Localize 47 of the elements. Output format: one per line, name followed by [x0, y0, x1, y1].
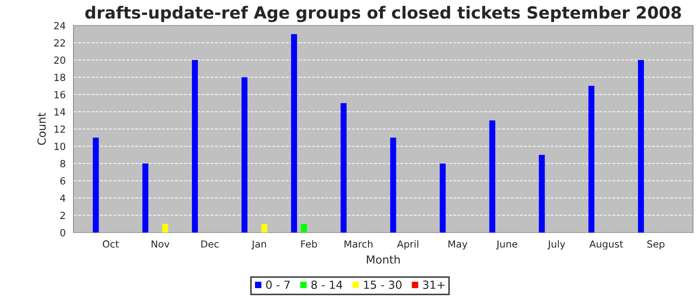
bar — [300, 224, 307, 232]
y-tick-label: 12 — [54, 125, 65, 133]
y-tick-label: 2 — [60, 212, 65, 219]
bar — [340, 103, 347, 232]
y-tick-label: 18 — [54, 74, 66, 82]
x-tick-label: August — [589, 240, 624, 250]
y-axis-title: Count — [37, 112, 46, 145]
bar — [192, 60, 198, 232]
y-tick-label: 22 — [54, 39, 65, 46]
y-tick-label: 0 — [60, 228, 66, 236]
x-tick-label: July — [547, 240, 566, 250]
bar — [291, 34, 298, 232]
bar — [440, 164, 446, 232]
bar — [92, 138, 99, 232]
x-tick-label: Nov — [152, 240, 170, 248]
bar — [261, 224, 268, 232]
bar — [142, 164, 148, 232]
legend-label: 0 - 7 — [266, 280, 290, 289]
chart-title: drafts-update-ref Age groups of closed tickets September 2008 — [85, 6, 681, 22]
bar — [162, 224, 168, 232]
bar — [390, 138, 396, 232]
x-tick-label: Dec — [201, 240, 219, 248]
y-tick-label: 10 — [54, 142, 66, 150]
bar — [489, 120, 496, 232]
legend-label: 8 - 14 — [311, 280, 342, 289]
x-tick-label: Oct — [102, 240, 119, 248]
x-tick-label: Sep — [647, 240, 664, 250]
bar — [538, 154, 545, 232]
y-tick-label: 6 — [60, 177, 66, 185]
x-tick-label: March — [344, 240, 372, 248]
y-tick-label: 4 — [60, 194, 66, 202]
legend-label: 15 - 30 — [364, 280, 402, 289]
y-tick-label: 14 — [54, 108, 66, 116]
x-tick-label: Feb — [301, 240, 317, 248]
bar — [638, 60, 644, 232]
y-tick-label: 8 — [60, 160, 66, 168]
y-tick-label: 20 — [54, 56, 66, 64]
y-tick-label: 24 — [54, 22, 66, 30]
x-tick-label: June — [496, 240, 518, 250]
x-tick-label: April — [396, 240, 418, 250]
y-tick-label: 16 — [54, 90, 66, 98]
legend-label: 31+ — [423, 280, 445, 289]
x-axis-title: Month — [366, 255, 400, 264]
bar — [242, 77, 248, 232]
x-tick-label: Jan — [251, 240, 266, 250]
bar — [588, 86, 594, 232]
x-tick-label: May — [448, 240, 468, 250]
